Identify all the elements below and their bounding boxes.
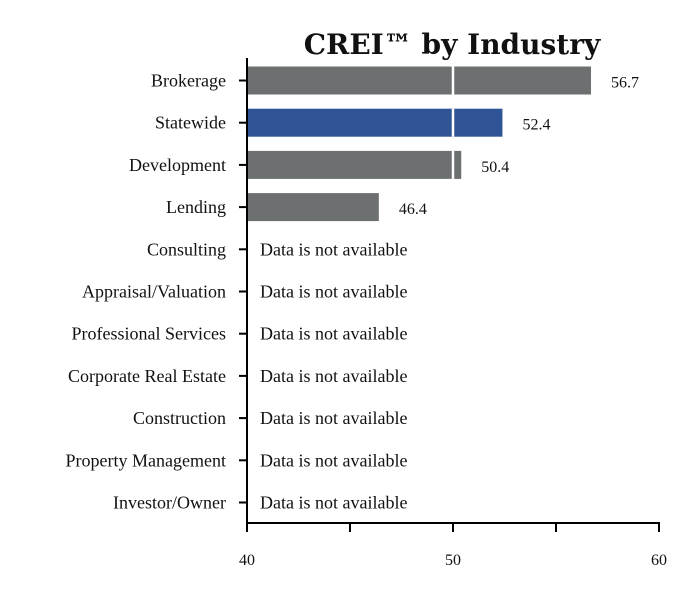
x-tick-label-40: 40: [239, 552, 255, 569]
x-tick-label-60: 60: [651, 552, 667, 569]
bar-statewide: [247, 108, 503, 137]
value-label-brokerage: 56.7: [611, 75, 639, 92]
bar-development: [247, 150, 462, 179]
not-available-label-appraisal-valuation: Data is not available: [260, 282, 407, 302]
category-label-consulting: Consulting: [147, 239, 226, 259]
chart-title: CREI™ by Industry: [304, 28, 601, 61]
value-label-development: 50.4: [481, 159, 509, 176]
category-label-investor-owner: Investor/Owner: [113, 493, 226, 513]
category-label-professional-services: Professional Services: [72, 324, 226, 344]
not-available-label-corporate-real-estate: Data is not available: [260, 366, 407, 386]
category-label-corporate-real-estate: Corporate Real Estate: [68, 366, 226, 386]
value-label-statewide: 52.4: [522, 117, 550, 134]
category-label-development: Development: [129, 155, 226, 175]
category-label-lending: Lending: [166, 197, 226, 217]
axes-group: 40 50 60: [239, 58, 667, 569]
bar-brokerage: [247, 66, 592, 95]
bars-group: [247, 66, 592, 222]
bar-lending: [247, 193, 379, 222]
category-label-property-management: Property Management: [66, 450, 226, 470]
value-labels-group: 56.7 52.4 50.4 46.4 Data is not available Dat…: [260, 75, 639, 513]
category-label-statewide: Statewide: [155, 113, 226, 133]
category-label-appraisal-valuation: Appraisal/Valuation: [82, 282, 226, 302]
value-label-lending: 46.4: [399, 201, 427, 218]
category-label-construction: Construction: [133, 408, 226, 428]
not-available-label-professional-services: Data is not available: [260, 324, 407, 344]
not-available-label-property-management: Data is not available: [260, 450, 407, 470]
not-available-label-investor-owner: Data is not available: [260, 493, 407, 513]
category-label-brokerage: Brokerage: [151, 71, 226, 91]
category-labels-group: Brokerage Statewide Development Lending Cons…: [66, 71, 226, 513]
not-available-label-construction: Data is not available: [260, 408, 407, 428]
x-tick-label-50: 50: [445, 552, 461, 569]
not-available-label-consulting: Data is not available: [260, 239, 407, 259]
